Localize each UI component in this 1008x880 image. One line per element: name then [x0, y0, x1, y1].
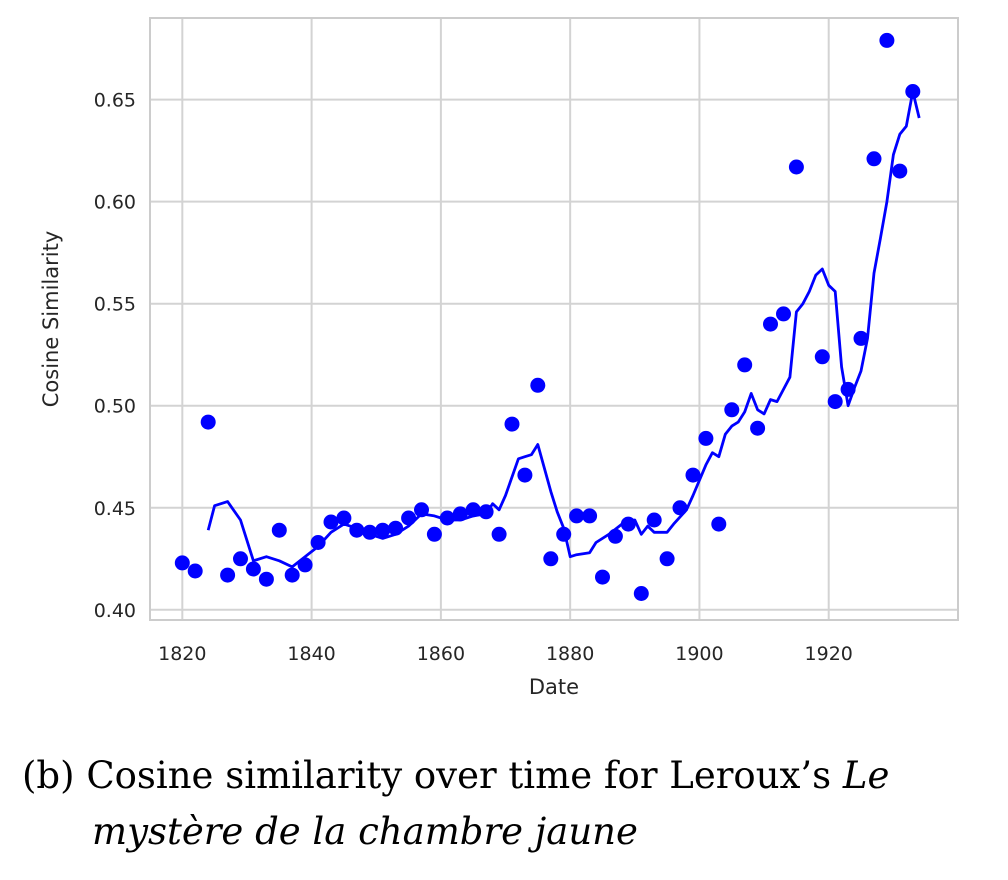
data-point-9	[297, 557, 313, 573]
plot-frame	[149, 17, 959, 621]
data-point-6	[258, 571, 274, 587]
data-point-37	[659, 551, 675, 567]
data-point-13	[349, 522, 365, 538]
data-point-3	[220, 567, 236, 583]
data-point-7	[271, 522, 287, 538]
data-point-49	[827, 394, 843, 410]
data-point-55	[905, 84, 921, 99]
data-point-51	[853, 330, 869, 346]
x-tick-label-1900: 1900	[675, 643, 723, 665]
data-point-2	[200, 414, 216, 430]
data-point-19	[426, 526, 442, 542]
y-tick-labels: 0.40 0.45 0.50 0.55 0.60 0.65	[94, 90, 136, 622]
figure-caption: (b) Cosine similarity over time for Lero…	[22, 748, 992, 860]
data-point-40	[698, 430, 714, 446]
data-point-28	[543, 551, 559, 567]
data-point-32	[595, 569, 610, 585]
data-point-14	[362, 524, 378, 540]
trend-line	[206, 90, 921, 569]
data-point-1	[187, 563, 203, 579]
data-point-8	[284, 567, 300, 583]
data-point-20	[439, 510, 455, 526]
data-point-11	[323, 514, 339, 530]
data-point-10	[310, 535, 326, 550]
data-point-34	[620, 516, 636, 532]
x-tick-label-1820: 1820	[158, 643, 206, 665]
cosine-similarity-chart: 1820 1840 1860 1880 1900 1920 0.40 0.45 0.50 0.5…	[39, 17, 959, 699]
x-tick-label-1880: 1880	[546, 643, 594, 665]
y-tick-label-0.60: 0.60	[94, 192, 136, 214]
data-point-39	[685, 467, 701, 483]
data-point-43	[737, 357, 753, 373]
data-point-31	[582, 508, 598, 524]
x-tick-labels: 1820 1840 1860 1880 1900 1920	[158, 643, 853, 665]
data-point-26	[517, 467, 533, 483]
data-point-4	[233, 551, 248, 567]
y-tick-label-0.55: 0.55	[94, 294, 136, 316]
data-point-29	[556, 526, 572, 542]
data-point-50	[840, 381, 856, 397]
data-point-54	[892, 163, 908, 179]
y-axis-title: Cosine Similarity	[39, 231, 63, 407]
data-point-33	[607, 528, 623, 544]
data-point-12	[336, 510, 352, 526]
y-tick-label-0.50: 0.50	[94, 396, 136, 418]
data-point-0	[174, 555, 190, 571]
data-point-27	[530, 377, 546, 393]
data-point-41	[711, 516, 727, 532]
grid-lines	[150, 18, 958, 620]
x-axis-title: Date	[529, 675, 579, 699]
data-point-52	[866, 151, 882, 167]
data-point-42	[724, 402, 740, 418]
data-point-22	[465, 502, 481, 518]
data-point-21	[452, 506, 468, 522]
y-tick-label-0.65: 0.65	[94, 90, 136, 112]
data-point-18	[414, 502, 429, 518]
data-point-23	[478, 504, 494, 520]
data-point-47	[788, 159, 804, 175]
y-tick-label-0.40: 0.40	[94, 600, 136, 622]
data-point-25	[504, 416, 520, 432]
data-point-38	[672, 500, 688, 516]
data-point-45	[763, 316, 778, 332]
data-points	[174, 32, 921, 601]
data-point-36	[646, 512, 662, 528]
data-point-5	[245, 561, 261, 577]
data-point-48	[814, 349, 830, 365]
data-point-46	[776, 306, 791, 322]
x-tick-label-1920: 1920	[805, 643, 853, 665]
data-point-15	[375, 522, 391, 538]
data-point-35	[633, 586, 649, 601]
caption-title-part-2: mystère de la chambre jaune	[92, 810, 638, 853]
data-point-17	[401, 510, 417, 526]
data-point-44	[750, 420, 766, 436]
caption-title-part-1: Le	[842, 754, 890, 797]
data-point-16	[388, 520, 404, 536]
data-point-53	[879, 32, 895, 48]
x-tick-label-1860: 1860	[417, 643, 465, 665]
data-point-30	[569, 508, 585, 524]
y-tick-label-0.45: 0.45	[94, 498, 136, 520]
x-tick-label-1840: 1840	[287, 643, 335, 665]
caption-prefix: (b) Cosine similarity over time for Lero…	[22, 754, 843, 797]
data-point-24	[491, 526, 507, 542]
